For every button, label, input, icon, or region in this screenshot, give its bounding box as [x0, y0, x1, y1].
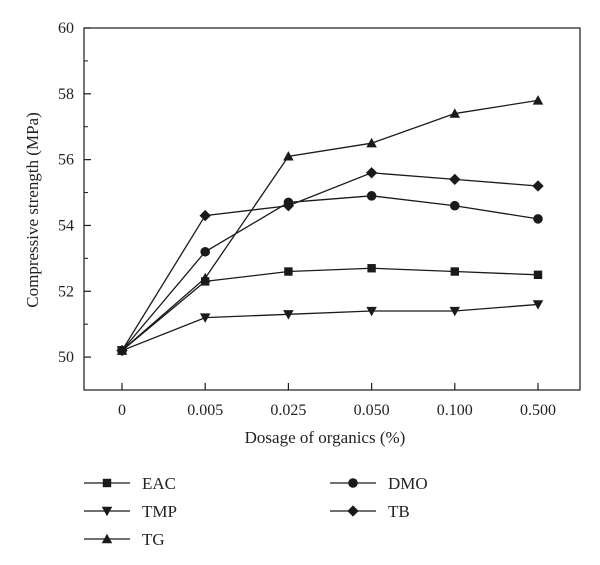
x-tick-label: 0.050: [354, 402, 390, 419]
legend-label: DMO: [388, 474, 428, 493]
data-point-tg: [199, 272, 211, 283]
series-line-tb: [121, 172, 539, 351]
series-line-tmp: [121, 303, 539, 352]
legend-item-dmo: DMO: [330, 474, 428, 493]
data-point-dmo: [366, 191, 377, 201]
data-point-tmp: [532, 300, 544, 310]
legend-marker-eac: [102, 478, 112, 488]
data-point-eac: [284, 267, 293, 276]
data-point-tmp: [366, 306, 377, 317]
data-point-tg: [283, 151, 294, 161]
legend-label: TG: [142, 530, 165, 549]
data-point-dmo: [200, 246, 210, 257]
series-dmo: [117, 191, 543, 356]
legend-marker-tb: [347, 505, 359, 517]
y-tick-label: 52: [58, 283, 74, 300]
x-axis-label: Dosage of organics (%): [245, 428, 406, 447]
x-axis: 0 0.005 0.025 0.050 0.100 0.500: [118, 383, 556, 419]
legend-label: EAC: [142, 474, 176, 493]
data-point-tg: [449, 108, 461, 118]
y-axis: 50 52 54 56 58 60: [58, 20, 91, 391]
data-point-tb: [282, 200, 295, 212]
data-point-tb: [449, 173, 461, 186]
x-tick-label: 0.005: [187, 402, 223, 419]
y-tick-label: 56: [58, 152, 74, 169]
series-line-eac: [121, 267, 539, 352]
data-point-eac: [533, 270, 543, 280]
data-point-tmp: [199, 313, 211, 323]
data-point-tb: [532, 180, 544, 192]
y-tick-label: 58: [58, 86, 74, 103]
legend-item-eac: EAC: [84, 474, 176, 493]
series-tmp: [116, 300, 544, 356]
legend-item-tg: TG: [84, 530, 165, 549]
data-point-tb: [365, 167, 378, 179]
data-point-eac: [450, 267, 459, 276]
plot-frame: [83, 27, 581, 391]
legend: EAC TMP TG DMO TB: [84, 474, 428, 549]
legend-marker-tmp: [101, 506, 113, 517]
data-point-eac: [367, 264, 376, 273]
data-point-tmp: [449, 306, 461, 317]
data-point-tg: [366, 137, 377, 148]
legend-label: TB: [388, 502, 410, 521]
data-point-tg: [532, 95, 544, 105]
x-tick-label: 0: [118, 402, 126, 419]
legend-marker-tg: [101, 533, 113, 544]
legend-item-tmp: TMP: [84, 502, 177, 521]
series-line-tg: [121, 99, 539, 351]
legend-label: TMP: [142, 502, 177, 521]
series-tb: [116, 167, 544, 357]
data-point-tb: [199, 209, 211, 222]
y-axis-label: Compressive strength (MPa): [23, 112, 42, 307]
y-tick-label: 60: [58, 20, 74, 37]
series-line-dmo: [121, 195, 539, 351]
x-tick-label: 0.025: [270, 402, 306, 419]
data-point-dmo: [533, 214, 543, 224]
data-point-tb: [116, 344, 128, 357]
data-point-tmp: [283, 310, 294, 320]
series-tg: [116, 95, 544, 355]
x-tick-label: 0.100: [437, 402, 473, 419]
series-layer: [116, 95, 544, 357]
y-tick-label: 54: [58, 217, 74, 234]
data-point-dmo: [450, 200, 460, 211]
y-tick-label: 50: [58, 349, 74, 366]
legend-marker-dmo: [348, 478, 358, 488]
legend-item-tb: TB: [330, 502, 410, 521]
x-tick-label: 0.500: [520, 402, 556, 419]
